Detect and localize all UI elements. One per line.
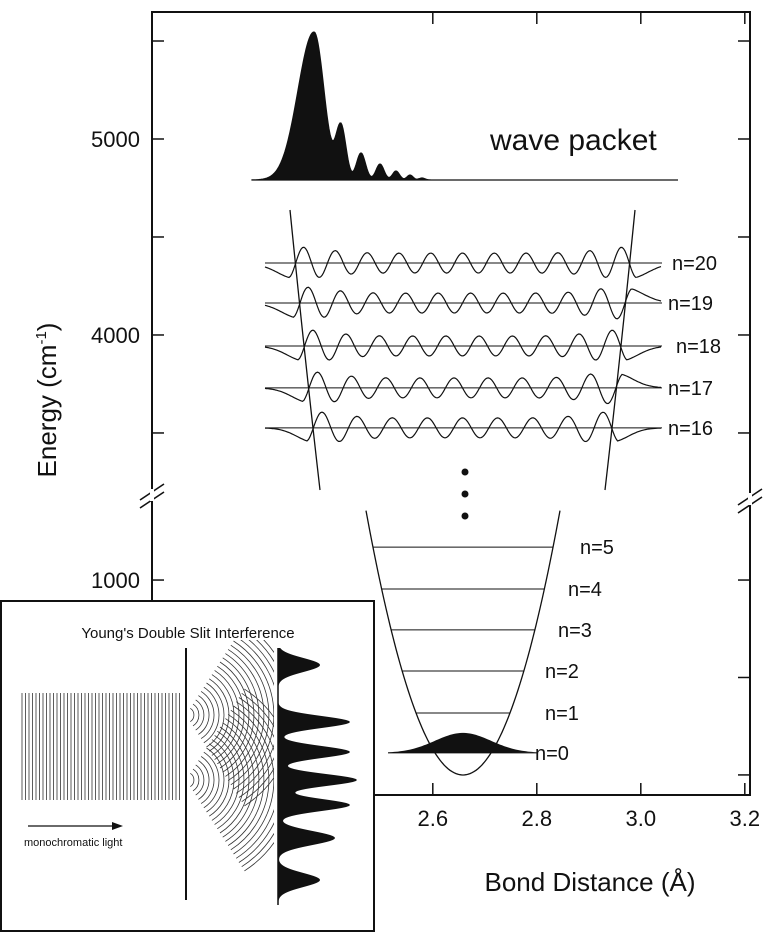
level-label: n=18 bbox=[676, 336, 721, 358]
wave-arc bbox=[190, 707, 195, 723]
potential-left-wall bbox=[289, 209, 321, 491]
level-label: n=1 bbox=[545, 703, 579, 725]
y-label-sup: -1 bbox=[33, 331, 50, 344]
wave-arc bbox=[195, 764, 205, 796]
wave-arc bbox=[235, 701, 274, 859]
axis-gap bbox=[748, 493, 752, 505]
y-tick-label: 4000 bbox=[91, 323, 140, 348]
level-label: n=19 bbox=[668, 293, 713, 315]
wavefunction bbox=[264, 411, 661, 443]
wave-arc bbox=[241, 640, 274, 803]
wave-arc bbox=[219, 726, 250, 834]
level-label: n=4 bbox=[568, 579, 602, 601]
wave-arc bbox=[233, 705, 274, 855]
wave-arc bbox=[200, 756, 215, 804]
wave-arc bbox=[244, 640, 274, 807]
level-label: n=16 bbox=[668, 418, 713, 440]
wave-arc bbox=[192, 703, 200, 727]
wave-arc bbox=[225, 718, 260, 842]
level-label: n=17 bbox=[668, 378, 713, 400]
wave-arc bbox=[203, 686, 220, 744]
wave-arc bbox=[233, 640, 274, 790]
potential-right-wall bbox=[604, 209, 636, 491]
wave-arc bbox=[217, 665, 245, 765]
wave-arc bbox=[230, 709, 270, 851]
wave-arc bbox=[235, 640, 274, 794]
wave-arc bbox=[195, 699, 205, 731]
x-tick-label: 2.6 bbox=[418, 806, 449, 831]
wave-arc bbox=[222, 722, 255, 838]
wave-arc bbox=[227, 649, 265, 781]
wave-arc bbox=[244, 688, 274, 872]
level-label: n=3 bbox=[558, 620, 592, 642]
y-label-close: ) bbox=[32, 323, 62, 332]
potential-well bbox=[365, 510, 561, 776]
wave-arc bbox=[211, 739, 235, 821]
wave-arc bbox=[217, 730, 245, 830]
wave-arc bbox=[214, 735, 240, 825]
x-tick-label: 3.2 bbox=[730, 806, 761, 831]
wave-arc bbox=[203, 751, 220, 809]
level-label: n=20 bbox=[672, 253, 717, 275]
y-tick-label: 1000 bbox=[91, 568, 140, 593]
level-label: n=2 bbox=[545, 661, 579, 683]
wavefunction bbox=[264, 371, 662, 405]
ellipsis-dot bbox=[461, 490, 469, 498]
wavefunction bbox=[264, 329, 662, 361]
wavefunction bbox=[264, 246, 662, 279]
wave-arc bbox=[241, 692, 274, 868]
y-tick-label: 5000 bbox=[91, 127, 140, 152]
wave-packet-label: wave packet bbox=[489, 124, 657, 157]
wave-arc bbox=[208, 743, 230, 817]
x-tick-label: 3.0 bbox=[626, 806, 657, 831]
level-label: n=5 bbox=[580, 537, 614, 559]
plot-frame bbox=[151, 11, 751, 796]
y-label-main: Energy (cm bbox=[32, 345, 62, 478]
y-axis-label: Energy (cm-1) bbox=[32, 323, 62, 478]
inset-title: Young's Double Slit Interference bbox=[81, 625, 294, 642]
interference-pattern bbox=[278, 648, 357, 905]
wave-arc bbox=[206, 747, 225, 813]
wave-arc bbox=[225, 653, 260, 777]
wave-arc bbox=[227, 714, 265, 846]
ellipsis-dot bbox=[461, 512, 469, 520]
axis-gap bbox=[150, 489, 154, 501]
wave-arc bbox=[198, 695, 210, 735]
wave-arc bbox=[190, 772, 195, 788]
wave-arc bbox=[238, 640, 274, 798]
ellipsis-dot bbox=[461, 468, 469, 476]
x-axis-label: Bond Distance (Å) bbox=[485, 867, 696, 897]
wave-arc bbox=[222, 657, 255, 773]
diffraction-arcs bbox=[190, 640, 274, 872]
level-label: n=0 bbox=[535, 743, 569, 765]
inset-caption: monochromatic light bbox=[24, 837, 122, 849]
wave-arc bbox=[238, 697, 274, 863]
x-tick-label: 2.8 bbox=[522, 806, 553, 831]
wavefunction bbox=[264, 286, 662, 320]
wave-arc bbox=[219, 661, 250, 769]
wave-arc bbox=[198, 760, 210, 800]
arrow-head bbox=[112, 822, 123, 830]
inset: Young's Double Slit Interference monochr… bbox=[0, 600, 375, 932]
wave-arc bbox=[200, 691, 215, 739]
wave-arc bbox=[214, 670, 240, 760]
ground-state bbox=[388, 732, 538, 753]
wave-arc bbox=[192, 768, 200, 792]
wave-packet bbox=[251, 31, 678, 181]
